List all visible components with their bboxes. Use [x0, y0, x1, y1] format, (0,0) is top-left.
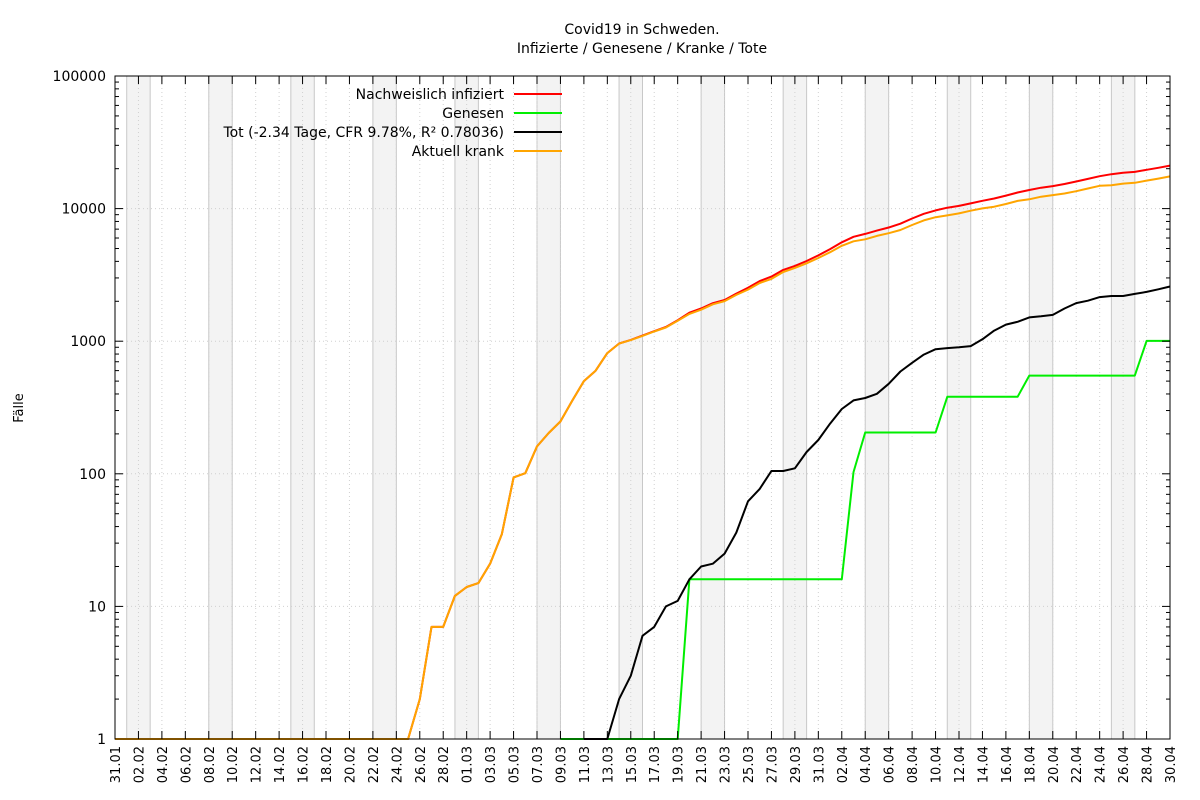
legend-label-2: Tot (-2.34 Tage, CFR 9.78%, R² 0.78036) [222, 125, 504, 141]
x-tick-label: 16.04 [1000, 746, 1015, 783]
x-tick-label: 18.04 [1023, 746, 1038, 783]
weekend-band [208, 76, 233, 739]
x-tick-label: 06.04 [883, 746, 898, 783]
weekend-band [126, 76, 151, 739]
weekend-band [783, 76, 807, 739]
x-tick-label: 19.03 [672, 746, 687, 783]
y-axis-label: Fälle [12, 393, 27, 422]
x-tick-label: 13.03 [601, 746, 616, 783]
weekend-band [372, 76, 397, 739]
x-tick-label: 20.02 [343, 746, 358, 783]
x-tick-label: 06.02 [179, 746, 194, 783]
weekend-band [537, 76, 561, 739]
y-tick-label: 100000 [53, 69, 106, 85]
y-tick-label: 1 [97, 732, 106, 748]
x-tick-label: 11.03 [578, 746, 593, 783]
x-tick-label: 03.03 [484, 746, 499, 783]
x-tick-label: 22.02 [367, 746, 382, 783]
x-tick-label: 26.04 [1117, 746, 1132, 783]
legend-label-1: Genesen [442, 106, 504, 122]
plot-frame [114, 75, 1171, 740]
x-tick-label: 31.01 [109, 746, 124, 783]
x-tick-label: 04.04 [859, 746, 874, 783]
x-tick-label: 25.03 [742, 746, 757, 783]
x-tick-label: 04.02 [156, 746, 171, 783]
weekend-band [290, 76, 315, 739]
x-tick-label: 05.03 [508, 746, 523, 783]
x-tick-label: 21.03 [695, 746, 710, 783]
x-tick-label: 15.03 [625, 746, 640, 783]
weekend-band [701, 76, 725, 739]
chart-title: Covid19 in Schweden. [564, 22, 719, 38]
weekend-band [1029, 76, 1053, 739]
series-line-2 [583, 285, 1171, 740]
x-tick-label: 16.02 [297, 746, 312, 783]
x-tick-label: 09.03 [554, 746, 569, 783]
x-tick-label: 22.04 [1070, 746, 1085, 783]
x-tick-label: 01.03 [461, 746, 476, 783]
x-tick-label: 12.04 [953, 746, 968, 783]
weekend-band [865, 76, 889, 739]
x-tick-label: 28.04 [1141, 746, 1156, 783]
x-tick-label: 08.02 [203, 746, 218, 783]
weekend-band [454, 76, 479, 739]
y-tick-label: 10000 [61, 202, 106, 218]
legend-label-0: Nachweislich infiziert [356, 87, 505, 103]
y-tick-label: 1000 [70, 334, 106, 350]
x-tick-label: 27.03 [765, 746, 780, 783]
chart-subtitle: Infizierte / Genesene / Kranke / Tote [517, 41, 767, 57]
x-tick-label: 30.04 [1164, 746, 1179, 783]
legend-label-3: Aktuell krank [412, 144, 505, 160]
weekend-band [947, 76, 971, 739]
x-tick-label: 18.02 [320, 746, 335, 783]
weekend-band [619, 76, 643, 739]
x-tick-label: 10.02 [226, 746, 241, 783]
x-tick-label: 12.02 [250, 746, 265, 783]
x-tick-label: 31.03 [812, 746, 827, 783]
x-tick-label: 17.03 [648, 746, 663, 783]
x-tick-label: 08.04 [906, 746, 921, 783]
x-tick-label: 20.04 [1047, 746, 1062, 783]
x-tick-label: 29.03 [789, 746, 804, 783]
x-tick-label: 14.04 [976, 746, 991, 783]
x-tick-label: 14.02 [273, 746, 288, 783]
x-tick-label: 28.02 [437, 746, 452, 783]
x-tick-label: 02.02 [132, 746, 147, 783]
weekend-band [1111, 76, 1135, 739]
y-tick-label: 100 [79, 467, 106, 483]
x-tick-label: 26.02 [414, 746, 429, 783]
x-tick-label: 24.04 [1094, 746, 1109, 783]
x-tick-label: 10.04 [930, 746, 945, 783]
series-line-1 [560, 339, 1170, 740]
x-tick-label: 02.04 [836, 746, 851, 783]
x-tick-label: 24.02 [390, 746, 405, 783]
x-tick-label: 07.03 [531, 746, 546, 783]
y-tick-label: 10 [88, 599, 106, 615]
x-tick-label: 23.03 [719, 746, 734, 783]
series-line-3 [115, 175, 1171, 740]
